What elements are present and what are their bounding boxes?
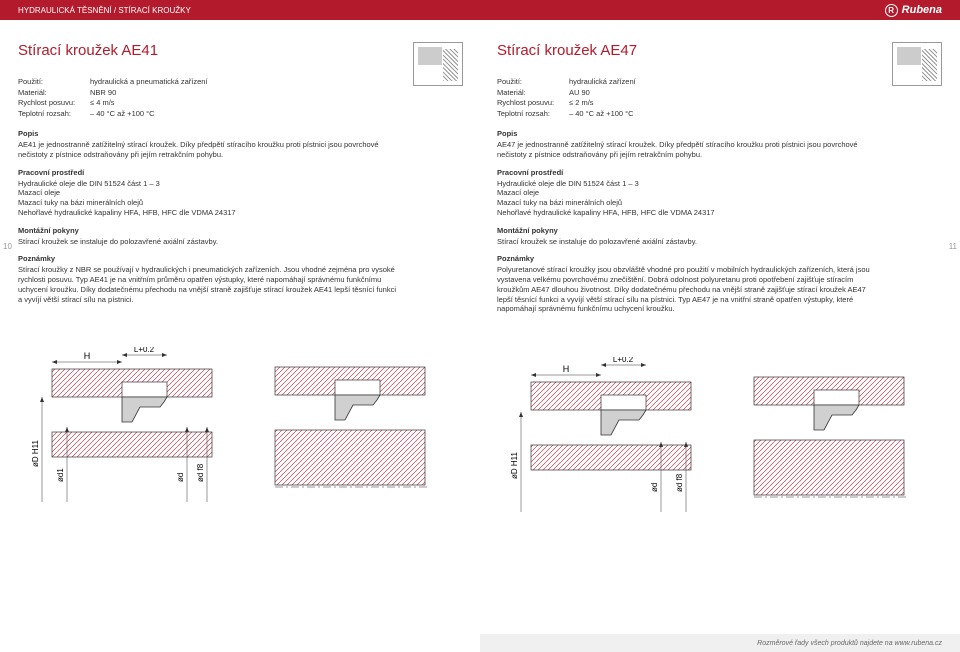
diagrams-left: H L+0.2 øD H11 ød1 ød ød f8 — [18, 347, 463, 512]
svg-text:L+0.2: L+0.2 — [612, 357, 633, 364]
title-right: Stírací kroužek AE47 — [497, 42, 877, 59]
svg-text:ød f8: ød f8 — [196, 463, 205, 482]
svg-text:øD H11: øD H11 — [32, 440, 40, 468]
thumb-right — [892, 42, 942, 86]
specs-left: Použití:hydraulická a pneumatická zaříze… — [18, 77, 398, 119]
header: HYDRAULICKÁ TĚSNĚNÍ / STÍRACÍ KROUŽKY RR… — [0, 0, 960, 20]
svg-text:H: H — [562, 364, 569, 374]
logo: RRubena — [885, 4, 942, 17]
svg-text:øD H11: øD H11 — [511, 451, 519, 479]
title-left: Stírací kroužek AE41 — [18, 42, 398, 59]
svg-text:H: H — [83, 351, 90, 361]
svg-text:ød f8: ød f8 — [675, 473, 684, 492]
thumb-left — [413, 42, 463, 86]
svg-text:ød: ød — [650, 483, 659, 492]
page-num-left: 10 — [3, 242, 12, 251]
svg-text:ød: ød — [176, 473, 185, 482]
diagrams-right: L+0.2 H øD H11 ød ød f8 — [497, 357, 942, 522]
footer: Rozměrové řady všech produktů najdete na… — [480, 634, 960, 652]
svg-text:L+0.2: L+0.2 — [133, 347, 154, 354]
page-num-right: 11 — [949, 242, 957, 251]
specs-right: Použití:hydraulická zařízení Materiál:AU… — [497, 77, 877, 119]
breadcrumb: HYDRAULICKÁ TĚSNĚNÍ / STÍRACÍ KROUŽKY — [18, 6, 191, 15]
svg-text:ød1: ød1 — [56, 468, 65, 482]
